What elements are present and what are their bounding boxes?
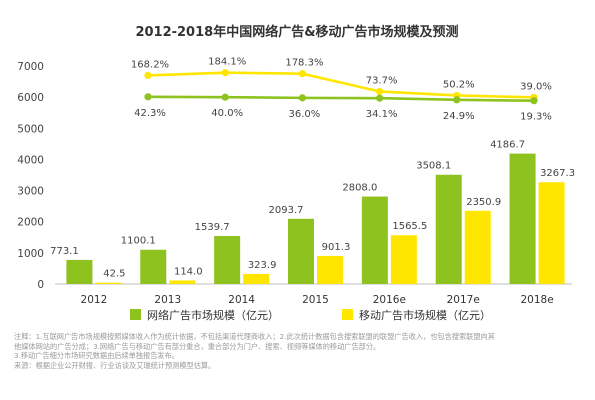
note-line: 他媒体网站的广告分成；3.网络广告与移动广告有部分重合，重合部分为门户、搜索、视… <box>14 341 381 351</box>
bar-value-label: 3508.1 <box>416 161 451 172</box>
y-tick-label: 4000 <box>17 154 44 166</box>
growth-point <box>453 96 461 104</box>
x-tick-label: 2012 <box>81 294 108 306</box>
growth-label: 19.3% <box>520 112 552 123</box>
bar-value-label: 114.0 <box>174 266 203 277</box>
bar-mobile-ad <box>317 255 343 284</box>
bar-mobile-ad <box>464 210 491 284</box>
bar-online-ad <box>361 196 388 284</box>
bar-online-ad <box>435 174 462 284</box>
y-tick-label: 5000 <box>17 123 44 135</box>
bar-online-ad <box>509 153 536 284</box>
growth-rate-lines: 168.2% 184.1% 178.3% 73.7% 50.2% 39.0% 42.3% 40… <box>131 57 552 123</box>
y-tick-label: 0 <box>37 279 44 291</box>
x-axis: 2012 2013 2014 2015 2016e 2017e 2018e <box>55 283 572 306</box>
bar-online-ad <box>66 259 93 284</box>
growth-label: 184.1% <box>208 57 246 68</box>
growth-point <box>376 87 384 96</box>
growth-point <box>530 97 538 105</box>
y-tick-label: 7000 <box>17 61 44 73</box>
bar-value-label: 2350.9 <box>466 197 501 208</box>
growth-label: 73.7% <box>366 75 398 86</box>
bar-value-label: 3267.3 <box>540 168 575 179</box>
x-tick-label: 2013 <box>154 294 181 306</box>
growth-label: 168.2% <box>131 59 169 70</box>
legend: 网络广告市场规模（亿元） 移动广告市场规模（亿元） <box>130 308 491 322</box>
growth-point <box>298 94 306 102</box>
bar-value-label: 2808.0 <box>342 183 377 194</box>
note-line: 3.移动广告细分市场研究数据由后续单独报告发布。 <box>14 351 179 361</box>
bar-value-label: 4186.7 <box>490 140 525 151</box>
bar-value-label: 1539.7 <box>195 222 230 233</box>
x-tick-label: 2016e <box>373 294 406 306</box>
online-growth-line <box>147 95 535 103</box>
bar-mobile-ad <box>538 182 565 284</box>
x-tick-label: 2018e <box>520 294 553 306</box>
y-tick-label: 2000 <box>17 217 44 229</box>
legend-swatch <box>130 309 141 320</box>
bar-value-label: 901.3 <box>322 242 351 253</box>
growth-point <box>144 71 152 80</box>
legend-label: 移动广告市场规模（亿元） <box>359 308 491 322</box>
bar-mobile-ad <box>169 280 196 284</box>
bar-online-ad <box>288 218 314 284</box>
bar-mobile-ad <box>390 235 417 284</box>
y-axis: 0 1000 2000 3000 4000 5000 6000 7000 <box>17 61 44 291</box>
growth-label: 42.3% <box>134 108 166 119</box>
growth-label: 178.3% <box>285 58 323 69</box>
growth-point <box>376 94 384 102</box>
y-tick-label: 6000 <box>17 92 44 104</box>
bar-mobile-ad <box>243 273 270 284</box>
growth-label: 40.0% <box>211 108 243 119</box>
bar-value-label: 42.5 <box>103 269 125 280</box>
growth-point <box>144 93 152 101</box>
chart-title: 2012-2018年中国网络广告&移动广告市场规模及预测 <box>135 24 458 40</box>
note-line: 来源：根据企业公开财报、行业访谈及艾瑞统计预测模型估算。 <box>14 360 216 370</box>
bar-value-label: 2093.7 <box>269 205 304 216</box>
growth-label: 36.0% <box>289 109 321 120</box>
bar-value-label: 1565.5 <box>392 221 427 232</box>
notes: 注释：1.互联网广告市场规模按照媒体收入作为统计依据，不包括渠道代理商收入；2.… <box>14 332 586 370</box>
bar-value-label: 323.9 <box>248 260 277 271</box>
y-tick-label: 1000 <box>17 248 44 260</box>
x-tick-label: 2017e <box>447 294 480 306</box>
bar-online-ad <box>214 236 241 284</box>
note-line: 注释：1.互联网广告市场规模按照媒体收入作为统计依据，不包括渠道代理商收入；2.… <box>14 332 495 341</box>
bar-value-label: 1100.1 <box>121 236 156 247</box>
x-tick-label: 2014 <box>228 294 255 306</box>
bar-value-label: 773.1 <box>50 246 79 257</box>
growth-label: 24.9% <box>443 111 475 122</box>
y-tick-label: 3000 <box>17 186 44 198</box>
growth-label: 50.2% <box>443 79 475 90</box>
bar-online-ad <box>140 249 167 284</box>
growth-label: 34.1% <box>366 109 398 120</box>
x-tick-label: 2015 <box>302 294 329 306</box>
growth-point <box>298 70 306 78</box>
growth-label: 39.0% <box>520 81 552 92</box>
bar-mobile-ad <box>95 282 122 284</box>
bars: 773.1 1100.1 1539.7 2093.7 2808.0 3508.1 4186.… <box>50 140 575 284</box>
legend-label: 网络广告市场规模（亿元） <box>147 308 279 322</box>
growth-point <box>221 93 229 101</box>
mobile-growth-line <box>147 71 535 99</box>
growth-point <box>221 69 229 77</box>
legend-swatch <box>342 309 353 320</box>
